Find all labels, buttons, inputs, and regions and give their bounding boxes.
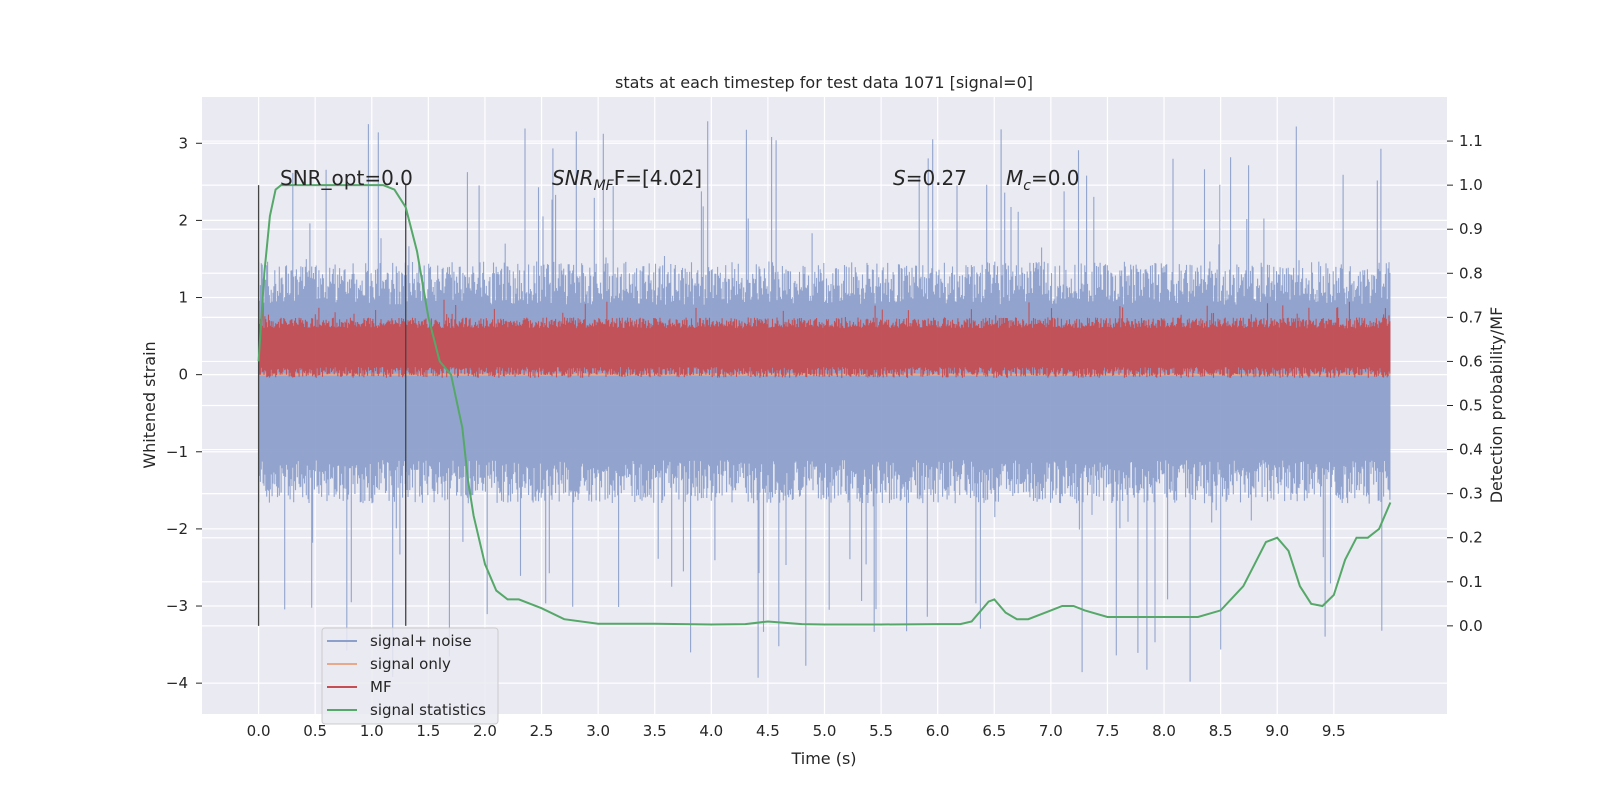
legend-label-mf: MF xyxy=(370,678,392,696)
annotation-s-main: S xyxy=(893,166,906,190)
y-tick-label-right: 0.8 xyxy=(1459,264,1483,282)
annotation-snr-mf-main: SNR xyxy=(552,166,594,190)
y-tick-label-left: −4 xyxy=(166,674,188,692)
annotation-s-tail: =0.27 xyxy=(906,166,967,190)
legend-label-signal-noise: signal+ noise xyxy=(370,632,472,650)
x-tick-label: 9.5 xyxy=(1322,722,1346,740)
x-tick-label: 2.5 xyxy=(530,722,554,740)
annotation-mc-main: M xyxy=(1006,166,1023,190)
x-tick-label: 7.0 xyxy=(1039,722,1063,740)
y-tick-label-right: 0.7 xyxy=(1459,308,1483,326)
x-tick-label: 4.0 xyxy=(699,722,723,740)
y-tick-label-right: 0.6 xyxy=(1459,352,1483,370)
series-layer xyxy=(257,121,1392,682)
x-tick-label: 2.0 xyxy=(473,722,497,740)
annotation-mc: Mc=0.0 xyxy=(1006,166,1080,194)
annotation-snr-mf-sub: MF xyxy=(594,178,615,194)
x-tick-label: 8.0 xyxy=(1152,722,1176,740)
x-tick-label: 4.5 xyxy=(756,722,780,740)
x-tick-label: 3.5 xyxy=(643,722,667,740)
y-tick-label-left: 2 xyxy=(178,211,188,229)
series-signal-statistics-line xyxy=(257,184,1392,626)
x-axis-label: Time (s) xyxy=(790,749,856,768)
x-tick-label: 0.5 xyxy=(303,722,327,740)
annotation-mc-tail: =0.0 xyxy=(1031,166,1080,190)
y-tick-label-right: 0.0 xyxy=(1459,617,1483,635)
x-tick-label: 1.0 xyxy=(360,722,384,740)
annotation-mc-sub: c xyxy=(1023,178,1031,194)
y-tick-label-right: 0.2 xyxy=(1459,529,1483,547)
y-tick-label-right: 0.4 xyxy=(1459,441,1483,459)
chart-title: stats at each timestep for test data 107… xyxy=(615,73,1033,92)
annotation-snr-mf: SNRMFF=[4.02] xyxy=(552,166,702,194)
y-tick-label-left: 0 xyxy=(178,366,188,384)
y-tick-label-left: −2 xyxy=(166,520,188,538)
annotation-s: S=0.27 xyxy=(893,166,967,190)
x-tick-label: 5.0 xyxy=(813,722,837,740)
legend-label-signal-statistics: signal statistics xyxy=(370,701,486,719)
y-tick-label-right: 0.5 xyxy=(1459,397,1483,415)
x-tick-label: 3.0 xyxy=(586,722,610,740)
x-tick-label: 5.5 xyxy=(869,722,893,740)
legend-box xyxy=(321,627,499,725)
legend: signal+ noise signal only MF signal stat… xyxy=(321,627,499,725)
y-tick-label-left: −3 xyxy=(166,597,188,615)
annotations: SNR_opt=0.0 SNRMFF=[4.02] S=0.27 Mc=0.0 xyxy=(280,166,1080,194)
annotation-snr-opt: SNR_opt=0.0 xyxy=(280,166,413,190)
x-tick-label: 1.5 xyxy=(416,722,440,740)
x-tick-label: 6.0 xyxy=(926,722,950,740)
axes-layer: 0.0 0.5 1.0 1.5 2.0 2.5 3.0 3.5 4.0 4.5 5.0 5.5 6.0 6… xyxy=(166,132,1483,740)
y-tick-label-right: 0.9 xyxy=(1459,220,1483,238)
x-tick-label: 7.5 xyxy=(1096,722,1120,740)
y-tick-label-right: 0.3 xyxy=(1459,485,1483,503)
y-tick-label-left: −1 xyxy=(166,443,188,461)
annotation-snr-mf-tail: F=[4.02] xyxy=(614,166,702,190)
x-tick-label: 0.0 xyxy=(247,722,271,740)
x-tick-label: 6.5 xyxy=(982,722,1006,740)
y-tick-label-left: 3 xyxy=(178,134,188,152)
y-tick-label-left: 1 xyxy=(178,289,188,307)
y-axis-label-right: Detection probability/MF xyxy=(1487,307,1506,504)
x-tick-label: 9.0 xyxy=(1265,722,1289,740)
y-tick-label-right: 0.1 xyxy=(1459,573,1483,591)
y-tick-label-right: 1.1 xyxy=(1459,132,1483,150)
y-axis-label-left: Whitened strain xyxy=(140,341,159,468)
x-tick-label: 8.5 xyxy=(1209,722,1233,740)
y-tick-label-right: 1.0 xyxy=(1459,176,1483,194)
legend-label-signal-only: signal only xyxy=(370,655,451,673)
